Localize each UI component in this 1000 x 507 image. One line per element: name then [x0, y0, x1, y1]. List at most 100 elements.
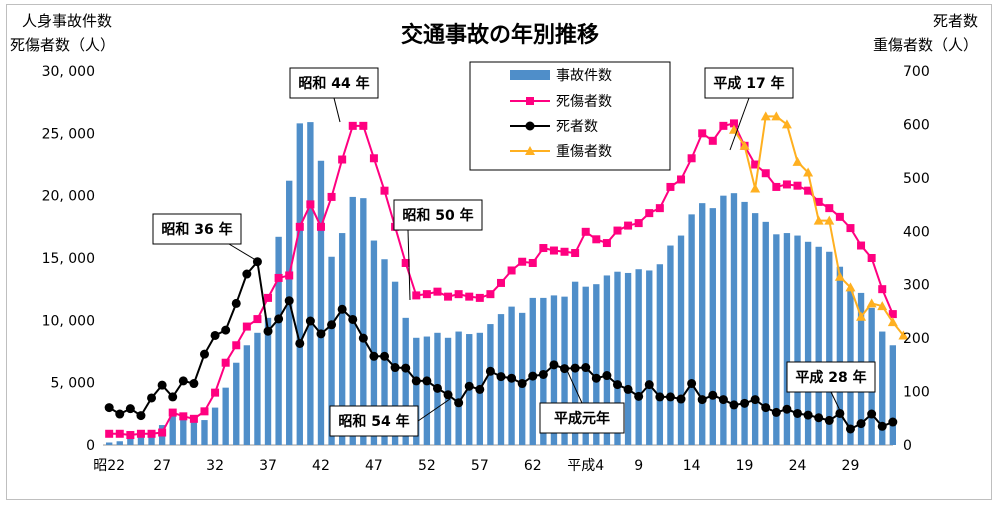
bar-accidents — [624, 272, 632, 445]
left-tick-label: 30, 000 — [42, 64, 95, 80]
right-tick-label: 200 — [903, 331, 930, 347]
deaths-point — [634, 391, 644, 401]
x-tick-label: 62 — [524, 458, 542, 474]
serious-injuries-point — [845, 282, 856, 292]
bar-accidents — [709, 208, 716, 445]
casualties-point — [444, 292, 453, 301]
deaths-point — [157, 380, 167, 390]
casualties-point — [888, 310, 897, 319]
deaths-point — [147, 393, 157, 403]
bar-accidents — [116, 441, 123, 445]
casualties-point — [211, 388, 220, 397]
annotation-label: 昭和 36 年 — [161, 221, 232, 238]
deaths-point — [740, 398, 750, 408]
casualties-point — [751, 160, 760, 169]
bar-accidents — [328, 256, 335, 445]
serious-injuries-point — [834, 271, 845, 281]
bar-accidents — [254, 332, 261, 445]
deaths-point — [718, 395, 728, 405]
annotation-box — [329, 405, 419, 437]
annotation-box — [393, 199, 483, 231]
casualties-point — [316, 222, 325, 231]
annotations: 昭和 36 年 昭和 44 年昭和 50 年昭和 54 年 平成元年 平成 17 年平… — [152, 67, 876, 437]
deaths-point — [814, 413, 824, 423]
casualties-point — [846, 224, 855, 233]
bar-accidents — [106, 442, 113, 445]
casualties-point — [571, 249, 580, 258]
casualties-point — [645, 209, 654, 218]
bar-accidents — [222, 387, 229, 445]
deaths-point — [316, 329, 326, 339]
annotation-label: 昭和 44 年 — [298, 75, 369, 92]
right-tick-label: 500 — [903, 171, 930, 187]
legend-marker-serious — [525, 146, 535, 155]
serious-injuries-point — [866, 298, 877, 308]
right-tick-label: 400 — [903, 224, 930, 240]
casualties-point — [295, 222, 304, 231]
legend-label-accidents: 事故件数 — [556, 68, 612, 84]
deaths-point — [877, 421, 887, 431]
left-tick-label: 0 — [86, 438, 95, 454]
casualties-point — [687, 154, 696, 163]
bar-accidents — [296, 123, 303, 446]
x-tick-label: 19 — [736, 458, 754, 474]
casualties-point — [369, 154, 378, 163]
bar-accidents — [815, 246, 822, 445]
casualties-point — [401, 258, 410, 267]
deaths-point — [422, 376, 432, 386]
casualties-point — [433, 287, 442, 296]
deaths-point — [676, 394, 686, 404]
deaths-point — [485, 366, 495, 376]
deaths-point — [369, 351, 379, 361]
bar-accidents — [413, 337, 420, 445]
bar-accidents — [836, 266, 844, 445]
deaths-point — [708, 390, 718, 400]
deaths-point — [771, 407, 781, 417]
left-tick-label: 25, 000 — [42, 126, 95, 142]
deaths-point — [856, 419, 866, 429]
deaths-point — [475, 384, 485, 394]
casualties-point — [221, 358, 230, 367]
deaths-point — [697, 395, 707, 405]
casualties-point — [677, 175, 686, 184]
annotation-pointer — [407, 229, 411, 301]
deaths-point — [750, 395, 760, 405]
bar-accidents — [148, 431, 155, 445]
x-tick-label: 42 — [312, 458, 330, 474]
legend-swatch-accidents — [510, 70, 550, 80]
annotation-label: 昭和 50 年 — [402, 207, 473, 224]
x-tick-label: 57 — [471, 458, 489, 474]
casualties-point — [475, 293, 484, 302]
casualties-point — [729, 119, 738, 128]
casualties-point — [719, 121, 728, 130]
casualties-point — [507, 266, 516, 275]
right-axis-label-line2: 重傷者数（人） — [873, 36, 978, 54]
deaths-point — [644, 380, 654, 390]
casualties-point — [698, 129, 707, 138]
casualties-point — [592, 235, 601, 244]
annotation-box — [539, 402, 625, 434]
deaths-point — [454, 398, 464, 408]
deaths-point — [729, 400, 739, 410]
casualties-point — [242, 322, 251, 331]
bar-accidents — [370, 240, 378, 445]
casualties-point — [867, 254, 876, 262]
casualties-point — [539, 244, 548, 253]
casualties-point — [772, 182, 781, 191]
ticks: 0 5, 000 10, 000 15, 000 20, 000 25, 000 30, 0… — [42, 64, 930, 474]
deaths-point — [199, 349, 209, 359]
casualties-point — [602, 239, 611, 248]
right-tick-label: 700 — [903, 64, 930, 80]
deaths-point — [189, 379, 199, 389]
deaths-point — [782, 404, 792, 414]
casualties-point — [147, 429, 156, 438]
deaths-point — [591, 373, 601, 383]
casualties-point — [793, 181, 802, 190]
casualties-point — [422, 290, 431, 299]
bar-accidents — [677, 235, 685, 445]
bar-accidents — [550, 295, 558, 445]
left-tick-label: 20, 000 — [42, 189, 95, 205]
bar-accidents — [286, 180, 293, 445]
bar-accidents — [180, 413, 187, 445]
serious-injuries-point — [771, 111, 782, 121]
